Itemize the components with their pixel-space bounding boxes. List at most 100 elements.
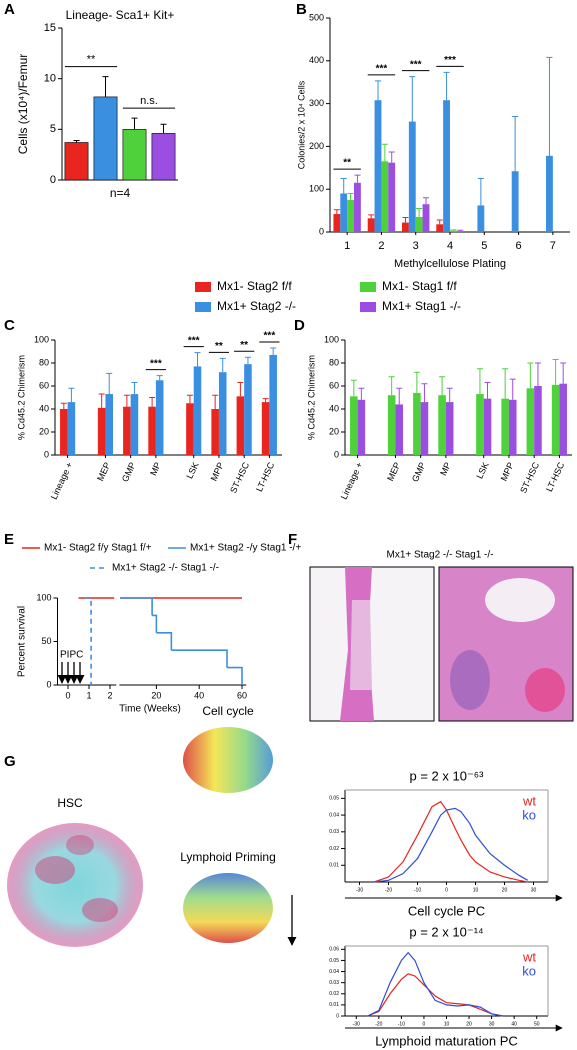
x-tick-label: 30 — [531, 887, 537, 893]
x-tick-label: -20 — [375, 1021, 382, 1027]
bar — [193, 366, 202, 455]
x-tick-label: 7 — [550, 240, 556, 252]
y-tick-label: 100 — [309, 184, 324, 194]
bar — [374, 100, 382, 233]
bar — [155, 380, 164, 455]
bar — [130, 394, 139, 455]
error-bar — [443, 71, 450, 101]
error-bar — [560, 362, 567, 384]
y-tick-label: 500 — [309, 12, 324, 22]
legend-label: ko — [522, 963, 536, 978]
y-tick-label: 20 — [329, 426, 339, 436]
y-tick-label: 0.02 — [329, 991, 339, 997]
error-bar — [388, 376, 395, 396]
x-tick-label: MEP — [385, 461, 402, 483]
error-bar — [212, 394, 219, 409]
x-tick-label: 1 — [344, 240, 350, 252]
y-tick-label: 40 — [329, 403, 339, 413]
marrow — [350, 600, 372, 690]
legend-label: Mx1+ Stag2 -/- — [217, 299, 296, 313]
hsc-embedding — [7, 823, 143, 947]
y-tick-label: 0.03 — [329, 829, 339, 835]
bar — [354, 182, 361, 232]
y-tick-label: 0 — [319, 226, 324, 236]
y-tick-label: 0.05 — [329, 958, 339, 964]
x-tick-label: 0 — [445, 887, 448, 893]
significance-label: ** — [240, 340, 248, 351]
error-bar — [416, 207, 423, 218]
hsc-cluster — [82, 898, 118, 922]
y-tick-label: 0.03 — [329, 980, 339, 986]
y-tick-label: 0.04 — [329, 969, 339, 975]
histology-images — [309, 566, 574, 722]
y-tick-label: 15 — [44, 22, 56, 34]
x-tick-label: 3 — [413, 240, 419, 252]
bar — [381, 161, 389, 232]
x-tick-label: 10 — [444, 1021, 450, 1027]
legend-label: Mx1+ Stag1 -/- — [382, 299, 461, 313]
error-bar — [368, 214, 375, 219]
x-axis-label: Cell cycle PC — [408, 903, 485, 918]
bar — [456, 231, 464, 232]
bar — [450, 230, 457, 232]
y-tick-label: 0.02 — [329, 846, 339, 852]
survival-step — [84, 597, 92, 685]
y-tick-label: 80 — [329, 357, 339, 367]
y-tick-label: 400 — [309, 55, 324, 65]
y-tick-label: 0.04 — [329, 812, 339, 818]
chart-title: p = 2 x 10⁻¹⁴ — [409, 924, 483, 939]
legend-swatch — [195, 282, 211, 292]
y-tick-label: 0 — [44, 449, 49, 459]
bar — [236, 396, 245, 455]
x-axis-label: n=4 — [110, 186, 131, 200]
significance-label: *** — [188, 335, 200, 346]
x-tick-label: -10 — [414, 887, 421, 893]
error-bar — [68, 387, 75, 403]
bar — [443, 100, 450, 233]
x-tick-label: 4 — [447, 240, 453, 252]
y-tick-label: 0.06 — [329, 947, 339, 953]
error-bar — [546, 56, 553, 156]
x-tick-label: MEP — [95, 461, 112, 483]
legend-label: Mx1- Stag2 f/f — [217, 279, 292, 293]
survival-step — [156, 632, 173, 651]
legend-label: Mx1- Stag1 f/f — [382, 279, 457, 293]
bar — [420, 402, 429, 455]
y-tick-label: 0 — [336, 1013, 339, 1019]
error-bar — [423, 197, 429, 205]
x-tick-label: 0 — [65, 690, 70, 700]
x-axis-label: Methylcellulose Plating — [394, 258, 506, 270]
bar — [340, 193, 348, 232]
x-tick-label: 40 — [511, 1021, 517, 1027]
error-bar — [527, 362, 534, 389]
x-axis-label: Time (Weeks) — [119, 704, 181, 715]
error-bar — [436, 219, 443, 225]
vessel — [485, 578, 555, 622]
error-bar — [450, 229, 457, 231]
cells — [525, 668, 565, 712]
bar — [476, 394, 484, 455]
legend-label: wt — [522, 793, 536, 808]
error-bar — [106, 372, 113, 395]
y-axis-label: Colonies/2 x 10⁴ Cells — [296, 80, 306, 169]
error-bar — [354, 174, 361, 183]
panel-label: D — [294, 317, 305, 334]
y-tick-label: 60 — [39, 380, 49, 390]
cell-cycle-embedding — [183, 727, 273, 793]
panel-label: A — [4, 1, 15, 18]
x-tick-label: -30 — [353, 1021, 360, 1027]
density-line — [367, 973, 504, 1017]
bar — [526, 388, 535, 455]
x-tick-label: LT-HSC — [254, 460, 277, 493]
survival-step — [171, 649, 228, 668]
bar — [333, 214, 341, 232]
error-bar — [509, 378, 516, 400]
bar — [93, 96, 118, 181]
error-bar — [552, 359, 559, 385]
y-tick-label: 0.01 — [329, 863, 339, 869]
density-line — [373, 807, 528, 883]
significance-label: *** — [376, 64, 388, 75]
bar — [395, 404, 404, 455]
survival-step — [152, 614, 158, 633]
bar — [508, 399, 517, 455]
